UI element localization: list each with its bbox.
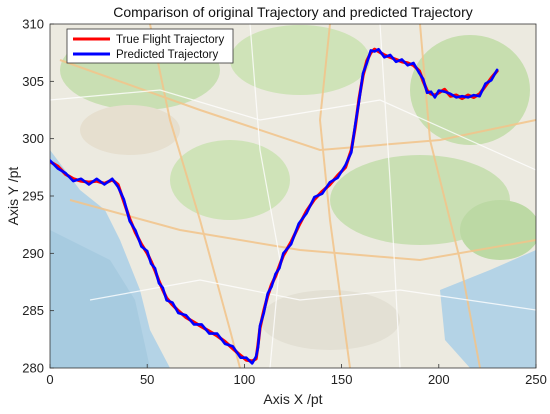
y-axis-ticks: 280 285 290 295 300 305 310: [22, 17, 54, 376]
y-tick-label: 280: [22, 361, 44, 376]
y-tick-label: 310: [22, 17, 44, 32]
y-tick-label: 290: [22, 246, 44, 261]
chart-title: Comparison of original Trajectory and pr…: [113, 4, 473, 20]
x-tick-label: 100: [234, 372, 256, 387]
y-axis-label: Axis Y /pt: [5, 167, 21, 226]
legend: True Flight Trajectory Predicted Traject…: [66, 28, 234, 64]
x-axis-ticks: 0 50 100 150 200 250: [46, 364, 547, 387]
x-tick-label: 150: [331, 372, 353, 387]
x-axis-label: Axis X /pt: [263, 391, 322, 407]
legend-box: [66, 28, 234, 64]
y-tick-label: 300: [22, 131, 44, 146]
y-tick-label: 295: [22, 189, 44, 204]
series-group: [50, 47, 499, 365]
y-tick-label: 285: [22, 303, 44, 318]
x-tick-label: 0: [46, 372, 53, 387]
x-tick-label: 250: [525, 372, 547, 387]
predicted-trajectory-line: [50, 47, 499, 365]
y-tick-label: 305: [22, 74, 44, 89]
legend-label-predicted: Predicted Trajectory: [116, 49, 219, 61]
legend-label-true: True Flight Trajectory: [116, 34, 224, 46]
x-tick-label: 50: [140, 372, 154, 387]
x-tick-label: 200: [428, 372, 450, 387]
map-background: [50, 24, 536, 368]
